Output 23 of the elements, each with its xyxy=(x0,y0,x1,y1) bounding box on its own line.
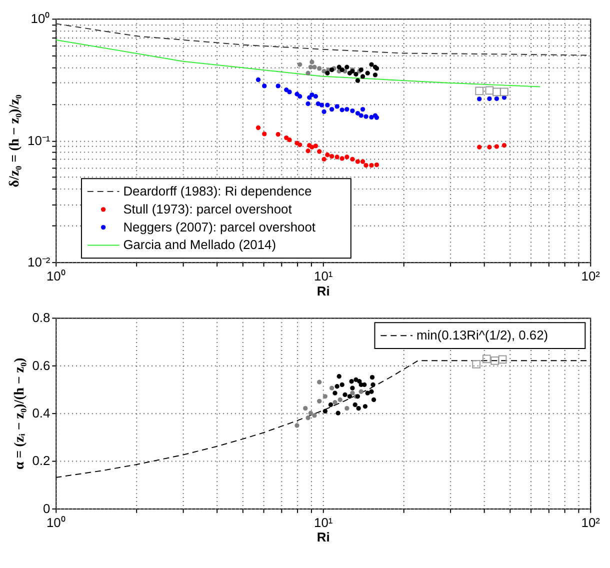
legend-label: Stull (1973): parcel overshoot xyxy=(123,201,292,216)
legend-label: min(0.13Ri^(1/2), 0.62) xyxy=(416,328,548,343)
y-tick-label: 0.8 xyxy=(32,310,50,326)
x-axis-title: Ri xyxy=(316,283,330,298)
y-tick-label: 10⁰ xyxy=(30,11,50,26)
y-tick-label: 0.4 xyxy=(32,406,50,421)
legend-label: Garcia and Mellado (2014) xyxy=(123,237,276,252)
y-tick-label: 0.6 xyxy=(32,358,50,373)
x-tick-label: 10¹ xyxy=(314,514,334,530)
legend-label: Neggers (2007): parcel overshoot xyxy=(123,219,316,234)
x-tick-label: 10⁰ xyxy=(46,268,66,284)
y-tick-label: 10⁻² xyxy=(28,254,51,270)
y-axis-title: α = (zᵢ − z₀)/(h − z₀) xyxy=(12,357,28,470)
x-axis-title: Ri xyxy=(316,530,330,545)
x-tick-label: 10⁰ xyxy=(46,514,66,530)
y-axis-title: δ/z₀ = (h − z₀)/z₀ xyxy=(8,94,23,188)
legend-label: Deardorff (1983): Ri dependence xyxy=(123,184,312,199)
y-tick-label: 0 xyxy=(42,500,50,516)
y-tick-label: 0.2 xyxy=(32,453,50,468)
x-tick-label: 10² xyxy=(581,268,601,284)
y-tick-label: 10⁻¹ xyxy=(28,132,51,148)
x-tick-label: 10¹ xyxy=(314,268,334,284)
x-tick-label: 10² xyxy=(581,514,601,530)
